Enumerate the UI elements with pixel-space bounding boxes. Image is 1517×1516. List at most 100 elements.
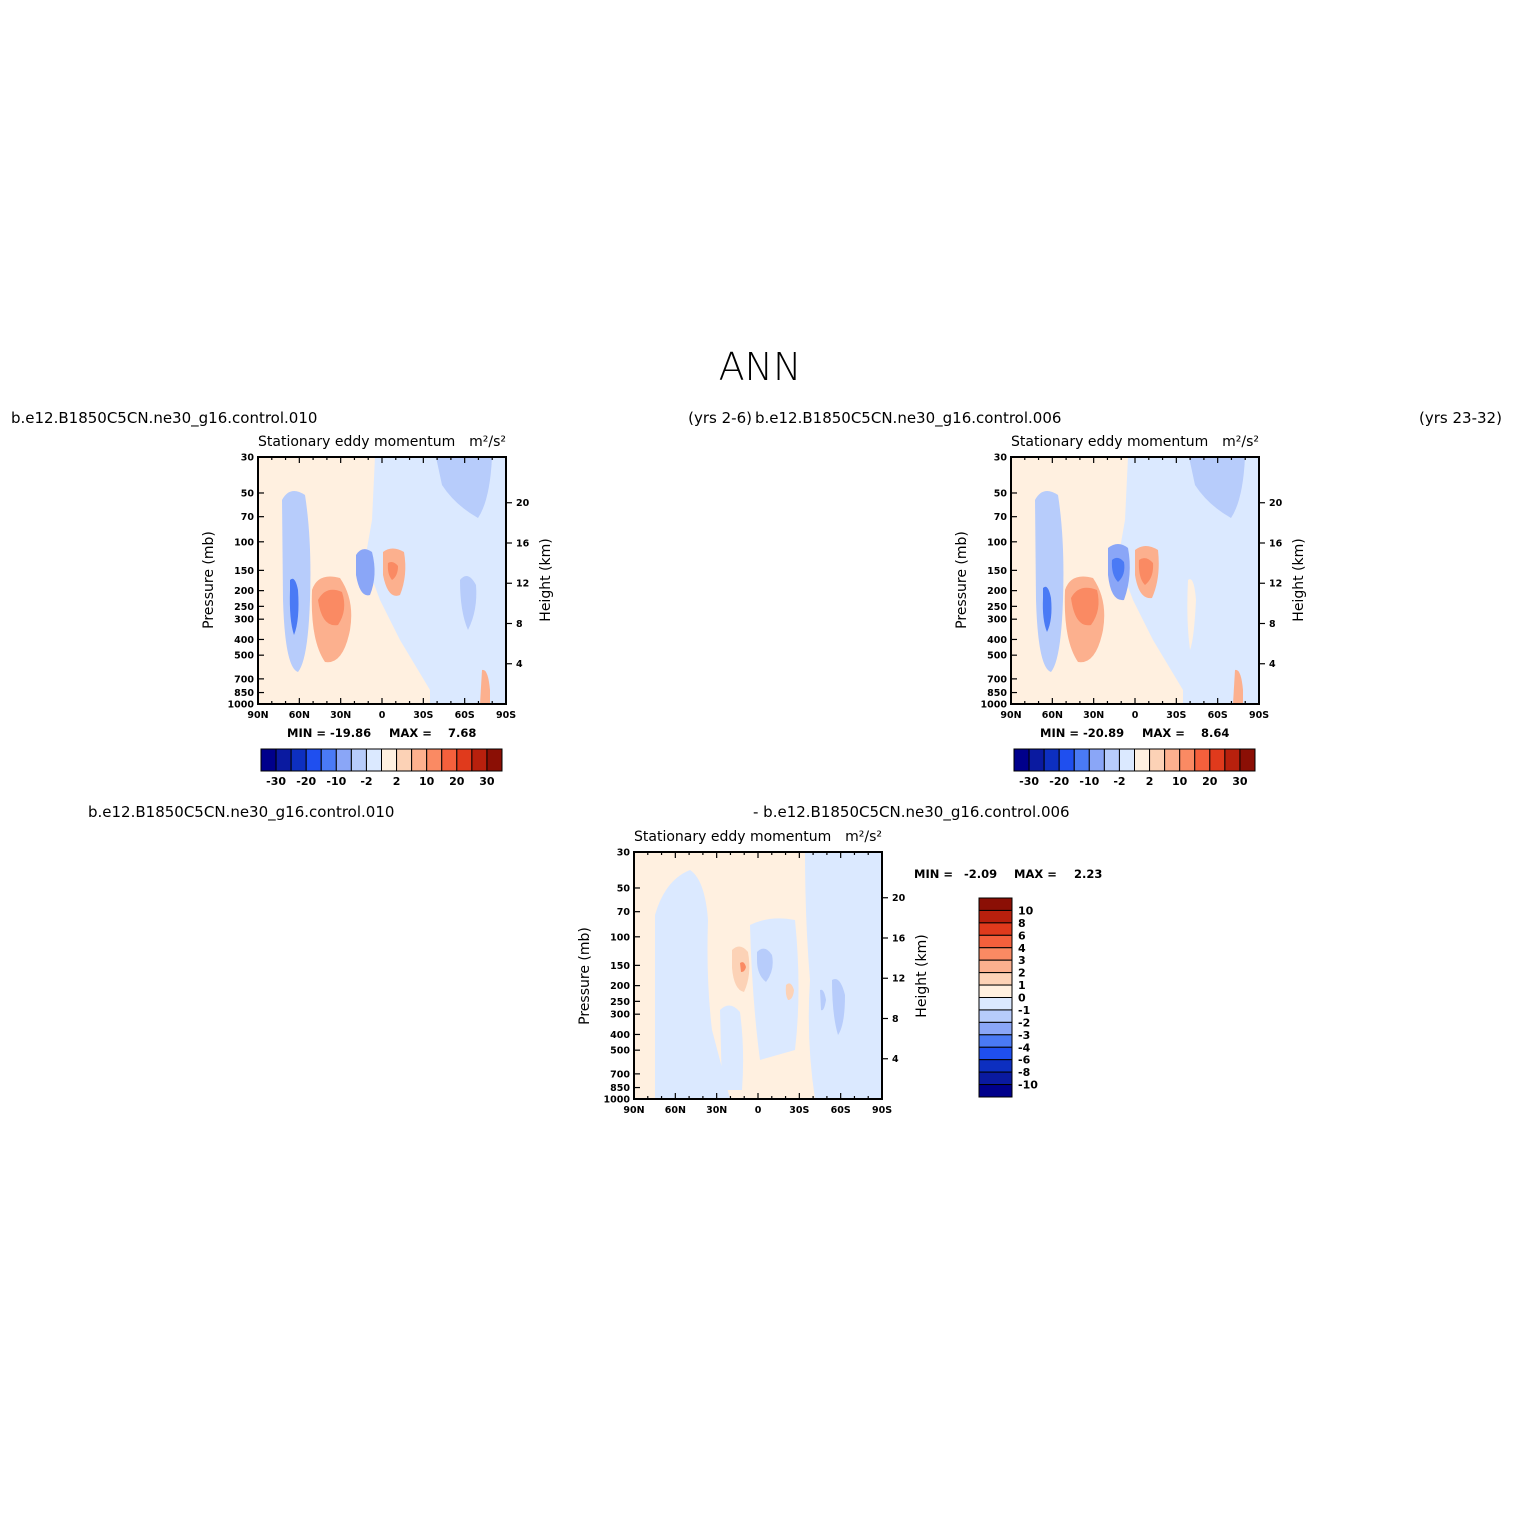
- y-tick-label: 50: [241, 488, 255, 499]
- colorbar-swatch: [978, 997, 1013, 1011]
- colorbar-swatch: [978, 1059, 1013, 1073]
- colorbar-label: 30: [479, 775, 495, 788]
- y-tick-label: 30: [994, 453, 1008, 464]
- x-tick-label: 30S: [789, 1105, 809, 1116]
- height-tick-label: 4: [1269, 659, 1276, 670]
- colorbar-swatch: [978, 959, 1013, 974]
- panel-control-010: b.e12.B1850C5CN.ne30_g16.control.010 (yr…: [11, 409, 752, 788]
- y-axis-label: Pressure (mb): [577, 927, 593, 1025]
- colorbar-label: 2: [393, 775, 401, 788]
- panel-difference: b.e12.B1850C5CN.ne30_g16.control.010 - b…: [88, 803, 1102, 1116]
- colorbar-swatch: [978, 1084, 1013, 1098]
- height-tick-label: 8: [516, 619, 523, 630]
- y-tick-label: 400: [234, 635, 254, 646]
- y-tick-label: 50: [994, 488, 1008, 499]
- y-tick-label: 300: [610, 1010, 630, 1021]
- colorbar-label: 10: [419, 775, 435, 788]
- case-name-left: b.e12.B1850C5CN.ne30_g16.control.006: [755, 409, 1061, 428]
- max-label: MAX =: [1142, 726, 1185, 740]
- colorbar-swatch: [1028, 748, 1045, 772]
- case-name-left: b.e12.B1850C5CN.ne30_g16.control.010: [88, 803, 394, 822]
- colorbar-label: -3: [1018, 1029, 1030, 1042]
- y-tick-label: 70: [994, 512, 1008, 523]
- tropical-positive-core: [387, 562, 398, 580]
- colorbar-swatch: [1164, 748, 1181, 772]
- panel-title: Stationary eddy momentum: [1011, 434, 1208, 450]
- colorbar-label: -6: [1018, 1054, 1031, 1067]
- y-tick-label: 700: [987, 674, 1007, 685]
- x-tick-label: 0: [379, 710, 386, 721]
- colorbar-label: -10: [1079, 775, 1099, 788]
- colorbar-swatch: [978, 909, 1013, 924]
- x-tick-label: 30S: [413, 710, 433, 721]
- height-tick-label: 16: [892, 933, 906, 944]
- y-axis-label: Pressure (mb): [954, 531, 970, 629]
- height-tick-label: 12: [1269, 579, 1282, 590]
- colorbar-label: -10: [326, 775, 346, 788]
- height-tick-label: 20: [1269, 498, 1283, 509]
- height-tick-label: 8: [1269, 619, 1276, 630]
- colorbar-label: -1: [1018, 1004, 1030, 1017]
- colorbar-label: -20: [296, 775, 316, 788]
- min-value: -2.09: [964, 867, 997, 881]
- colorbar-label: 20: [1202, 775, 1218, 788]
- y-tick-label: 250: [610, 997, 630, 1008]
- nh-negative-band: [655, 870, 730, 1099]
- colorbar-label: 3: [1018, 954, 1026, 967]
- y-tick-label: 200: [610, 981, 630, 992]
- colorbar-label: 10: [1172, 775, 1188, 788]
- colorbar-swatch: [1179, 748, 1196, 772]
- colorbar-swatch: [978, 934, 1013, 949]
- height-tick-label: 4: [516, 659, 523, 670]
- colorbar-swatch: [486, 748, 503, 772]
- colorbar-swatch: [471, 748, 488, 772]
- height-tick-label: 16: [516, 538, 530, 549]
- colorbar-label: 6: [1018, 929, 1026, 942]
- y-tick-label: 100: [234, 537, 254, 548]
- height-tick-label: 20: [892, 893, 906, 904]
- sh-negative-small: [820, 989, 826, 1011]
- nh-positive-core: [318, 589, 345, 626]
- colorbar-swatch: [381, 748, 398, 772]
- case-name-left: b.e12.B1850C5CN.ne30_g16.control.010: [11, 409, 317, 428]
- max-value: 2.23: [1074, 867, 1102, 881]
- y-tick-label: 200: [987, 586, 1007, 597]
- colorbar-swatch: [365, 748, 382, 772]
- colorbar-swatch: [456, 748, 473, 772]
- colorbar-swatch: [441, 748, 458, 772]
- y-tick-label: 70: [617, 907, 631, 918]
- y-tick-label: 1000: [228, 700, 255, 711]
- x-tick-label: 30N: [706, 1105, 727, 1116]
- y-tick-label: 30: [241, 453, 255, 464]
- colorbar-label: 2: [1146, 775, 1154, 788]
- colorbar-swatch: [275, 748, 292, 772]
- y-tick-label: 1000: [981, 700, 1008, 711]
- tropical-positive-core: [740, 962, 746, 972]
- height-ticks: 4 8 12 16 20: [506, 498, 530, 670]
- y-tick-label: 250: [234, 602, 254, 613]
- tropical-positive: [732, 946, 750, 992]
- x-tick-label: 60S: [831, 1105, 851, 1116]
- colorbar-swatch: [978, 1034, 1013, 1048]
- colorbar-swatch: [1088, 748, 1105, 772]
- y-tick-label: 400: [610, 1030, 630, 1041]
- height-tick-label: 12: [892, 974, 905, 985]
- colorbar-label: 0: [1018, 992, 1026, 1005]
- contour-field: [634, 852, 882, 1099]
- y-tick-label: 150: [234, 566, 254, 577]
- nh-positive-core: [1071, 587, 1099, 626]
- colorbar: -30 -20 -10 -2 2 10 20 30: [260, 748, 503, 788]
- case-years: (yrs 2-6): [688, 409, 752, 427]
- colorbar-swatch: [978, 1046, 1013, 1061]
- sh-negative: [832, 979, 845, 1035]
- max-label: MAX =: [389, 726, 432, 740]
- x-tick-label: 30N: [330, 710, 351, 721]
- x-tick-label: 90S: [496, 710, 516, 721]
- panel-title: Stationary eddy momentum: [634, 829, 831, 845]
- y-tick-label: 400: [987, 635, 1007, 646]
- tropical-positive-core: [1138, 558, 1154, 585]
- sh-surface-positive: [1233, 669, 1243, 704]
- colorbar-swatch: [1103, 748, 1120, 772]
- x-tick-label: 90N: [623, 1105, 644, 1116]
